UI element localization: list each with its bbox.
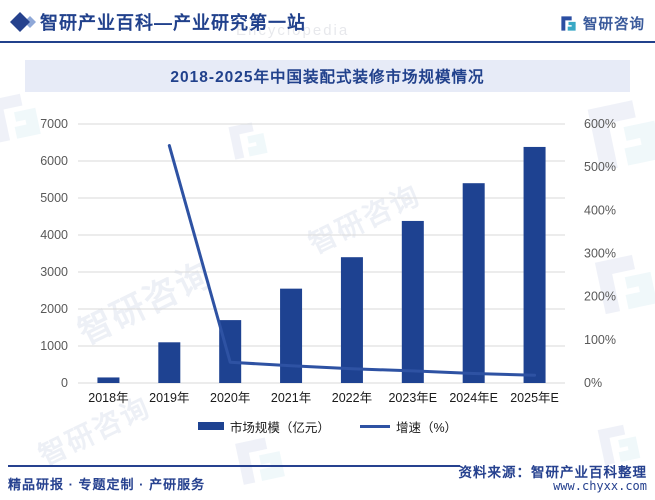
bar-2022年 xyxy=(340,257,363,383)
brand-logo-text: 智研咨询 xyxy=(583,17,645,33)
left-axis-tick: 6000 xyxy=(40,154,68,168)
left-axis-tick: 4000 xyxy=(40,228,68,242)
site-title: 智研产业百科—产业研究第一站 xyxy=(40,13,306,33)
left-axis-tick: 7000 xyxy=(40,117,68,131)
brand-logo: 智研咨询 xyxy=(559,13,645,34)
header: 智研产业百科—产业研究第一站 智研咨询 xyxy=(0,0,655,42)
legend-item-market-size: 市场规模（亿元） xyxy=(197,417,330,436)
x-axis-label: 2023年E xyxy=(388,391,437,405)
x-axis-label: 2021年 xyxy=(271,391,311,405)
x-axis-label: 2022年 xyxy=(332,391,372,405)
bar-series-label: 市场规模（亿元） xyxy=(229,420,330,435)
right-axis-tick: 400% xyxy=(584,203,616,217)
brand-logo-icon xyxy=(559,14,578,33)
bar-2024年E xyxy=(462,183,485,383)
data-source-text: 资料来源：智研产业百科整理 xyxy=(458,465,647,480)
left-axis-tick: 5000 xyxy=(40,191,68,205)
left-axis-tick: 3000 xyxy=(40,265,68,279)
right-axis-tick: 100% xyxy=(584,333,616,347)
footer-tagline: 精品研报 · 专题定制 · 产研服务 xyxy=(8,477,206,492)
bar-2023年E xyxy=(401,220,424,383)
chart-legend: 市场规模（亿元） 增速（%） xyxy=(0,417,655,436)
growth-rate-line xyxy=(167,144,537,377)
right-axis-tick: 500% xyxy=(584,160,616,174)
bar-2018年 xyxy=(97,377,120,383)
x-axis-label: 2025年E xyxy=(510,391,559,405)
chart-title: 2018-2025年中国装配式装修市场规模情况 xyxy=(170,69,485,86)
left-axis-tick: 1000 xyxy=(40,339,68,353)
x-axis-label: 2019年 xyxy=(149,391,189,405)
website-url: www.chyxx.com xyxy=(553,479,647,493)
brand-watermark-glyph xyxy=(227,427,293,493)
line-series-swatch xyxy=(359,424,390,428)
footer-divider xyxy=(8,465,460,467)
right-axis-tick: 300% xyxy=(584,247,616,261)
chart-plot: 0 1000 2000 3000 4000 5000 6000 7000 0% 100% 200% 3… xyxy=(40,117,616,405)
bar-2025年E xyxy=(523,146,546,383)
chart-title-band: 2018-2025年中国装配式装修市场规模情况 xyxy=(25,60,630,92)
line-series-label: 增速（%） xyxy=(395,420,458,435)
diamond-icon xyxy=(10,12,36,32)
left-axis-tick: 2000 xyxy=(40,302,68,316)
bar-series-swatch xyxy=(197,422,224,430)
right-axis-tick: 600% xyxy=(584,117,616,131)
bar-2021年 xyxy=(280,288,303,383)
bar-2020年 xyxy=(219,320,242,383)
x-axis-label: 2020年 xyxy=(210,391,250,405)
right-axis-tick: 200% xyxy=(584,290,616,304)
bar-2019年 xyxy=(158,342,181,383)
legend-item-growth: 增速（%） xyxy=(359,417,458,436)
left-axis-tick: 0 xyxy=(61,376,68,390)
x-axis-label: 2024年E xyxy=(449,391,498,405)
x-axis-label: 2018年 xyxy=(88,391,128,405)
header-divider xyxy=(0,41,655,43)
right-axis-tick: 0% xyxy=(584,376,602,390)
